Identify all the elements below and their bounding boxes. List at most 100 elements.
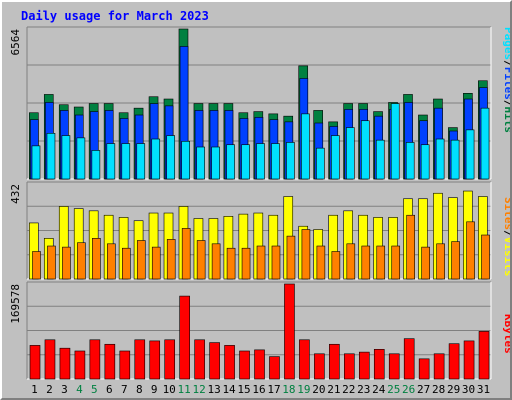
bar-kbytes-day-31 [478,331,490,380]
bar-sites-day-26 [406,214,415,280]
x-tick-label-day-14: 14 [222,383,236,396]
bar-sites-day-22 [346,243,356,280]
legend-entry: Sites [502,197,510,230]
bar-kbytes-day-3 [59,347,71,380]
bar-pages-day-29 [450,139,460,180]
legend-entry: Visits [502,237,510,277]
axis-labels: 6564Pages/Files/Hits432Sites/Visits16957… [9,27,510,396]
bar-pages-day-10 [166,135,176,180]
x-tick-label-day-15: 15 [237,383,250,396]
bar-pages-day-17 [271,143,280,180]
bar-sites-day-27 [421,246,430,280]
bar-kbytes-day-11 [179,295,190,380]
legend-entry: KBytes [502,314,510,354]
x-tick-label-day-28: 28 [432,383,445,396]
bar-pages-day-14 [226,144,235,180]
bar-pages-day-23 [360,120,370,180]
legend-entry: Pages [502,27,510,60]
bar-sites-day-24 [376,245,386,280]
bar-pages-day-3 [61,135,71,180]
x-tick-label-day-19: 19 [297,383,310,396]
bar-kbytes-day-20 [314,353,325,380]
bar-kbytes-day-26 [403,338,415,380]
bar-pages-day-24 [375,139,385,180]
legend-entry: / [502,100,510,107]
legend-entry: Files [502,67,510,100]
bar-pages-day-7 [121,143,131,180]
x-tick-label-day-17: 17 [267,383,280,396]
bar-pages-day-19 [301,113,310,180]
legend-entry: Hits [502,107,510,134]
bar-kbytes-day-21 [329,343,340,380]
y-max-label: 6564 [9,29,22,56]
bar-sites-day-15 [241,247,251,280]
x-tick-label-day-16: 16 [252,383,265,396]
legend-kbytes: KBytes [502,314,510,354]
bar-pages-day-16 [256,143,265,180]
x-tick-label-day-3: 3 [61,383,68,396]
bar-kbytes-day-27 [418,358,430,380]
bar-sites-day-1 [32,251,41,280]
bar-pages-day-8 [136,143,146,180]
bar-pages-day-1 [31,145,41,180]
bar-kbytes-day-14 [224,345,235,380]
legend-visits-sites: Sites/Visits [502,197,510,277]
bar-pages-day-5 [91,150,101,180]
bar-kbytes-day-15 [239,350,250,380]
x-tick-label-day-8: 8 [136,383,143,396]
legend-entry: / [502,60,510,67]
x-tick-label-day-5: 5 [91,383,98,396]
bar-kbytes-day-29 [448,343,460,380]
bar-pages-day-28 [435,138,445,180]
bar-kbytes-day-17 [269,356,280,380]
x-tick-label-day-26: 26 [402,383,415,396]
bar-sites-day-5 [92,238,101,280]
bar-pages-day-15 [241,144,250,180]
y-max-label: 432 [9,184,22,204]
bar-pages-day-27 [420,144,430,180]
bar-pages-day-9 [151,138,161,180]
bar-sites-day-2 [47,245,56,280]
bar-sites-day-19 [301,229,311,280]
x-tick-label-day-29: 29 [447,383,460,396]
bar-sites-day-13 [211,243,221,280]
x-tick-label-day-31: 31 [477,383,490,396]
bar-kbytes-day-8 [134,339,146,380]
chart-title: Daily usage for March 2023 [21,9,209,23]
x-tick-label-day-24: 24 [372,383,386,396]
x-tick-label-day-6: 6 [106,383,113,396]
bar-sites-day-21 [331,251,341,280]
bar-pages-day-30 [465,129,475,180]
bar-kbytes-day-13 [209,342,220,380]
x-tick-label-day-1: 1 [31,383,38,396]
bar-sites-day-9 [151,246,161,280]
x-tick-label-day-30: 30 [462,383,475,396]
bar-kbytes-day-30 [463,340,475,380]
bar-pages-day-6 [106,143,116,180]
x-tick-label-day-10: 10 [163,383,176,396]
bar-sites-day-7 [122,247,131,280]
bar-marks [28,28,490,380]
x-tick-label-day-12: 12 [193,383,206,396]
x-tick-label-day-4: 4 [76,383,83,396]
x-tick-label-day-25: 25 [387,383,400,396]
legend-hits-files-pages: Pages/Files/Hits [502,27,510,133]
bar-pages-day-11 [181,140,190,180]
x-tick-label-day-13: 13 [207,383,220,396]
bar-sites-day-11 [181,228,191,280]
x-tick-label-day-18: 18 [282,383,295,396]
bar-kbytes-day-12 [194,339,205,380]
bar-kbytes-day-16 [254,349,265,380]
bar-kbytes-day-28 [433,353,445,380]
bar-kbytes-day-19 [299,339,310,380]
bar-sites-day-10 [166,239,176,280]
bar-kbytes-day-9 [149,340,161,380]
y-max-label: 169578 [9,284,22,324]
bar-kbytes-day-4 [74,350,86,380]
bar-kbytes-day-24 [373,349,385,380]
bar-kbytes-day-22 [344,353,355,380]
x-tick-label-day-21: 21 [327,383,340,396]
x-tick-label-day-20: 20 [312,383,325,396]
